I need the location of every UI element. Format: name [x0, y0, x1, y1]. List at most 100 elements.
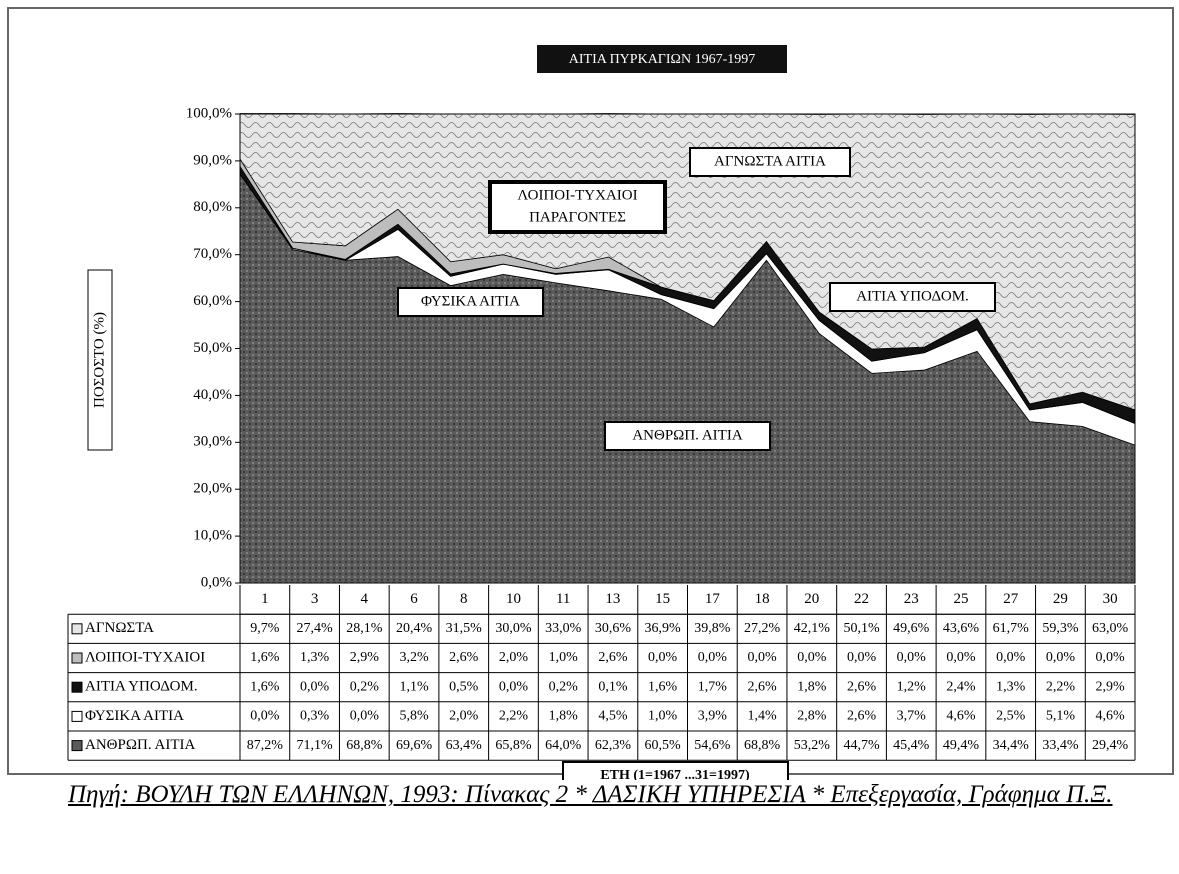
- table-value: 61,7%: [993, 621, 1030, 636]
- y-tick-label: 100,0%: [186, 105, 232, 121]
- table-value: 29,4%: [1092, 738, 1129, 753]
- table-value: 2,5%: [996, 709, 1026, 724]
- table-value: 42,1%: [794, 621, 831, 636]
- x-tick-label: 29: [1053, 591, 1068, 607]
- x-tick-label: 4: [361, 591, 369, 607]
- y-tick-label: 0,0%: [201, 574, 232, 590]
- table-value: 2,6%: [847, 709, 877, 724]
- y-tick-label: 40,0%: [193, 387, 232, 403]
- table-value: 20,4%: [396, 621, 433, 636]
- table-value: 0,0%: [698, 650, 728, 665]
- legend-label: ΛΟΙΠΟΙ-ΤΥΧΑΙΟΙ: [85, 649, 205, 665]
- table-value: 4,6%: [1096, 709, 1126, 724]
- table-value: 0,3%: [300, 709, 330, 724]
- table-value: 53,2%: [794, 738, 831, 753]
- annotation: ΛΟΙΠΟΙ-ΤΥΧΑΙΟΙ: [517, 187, 637, 203]
- legend-swatch: [71, 623, 83, 635]
- x-tick-label: 10: [506, 591, 521, 607]
- x-tick-label: 25: [953, 591, 968, 607]
- x-axis-label: ΕΤΗ (1=1967 ...31=1997): [600, 768, 750, 780]
- table-value: 63,4%: [446, 738, 483, 753]
- annotation: ΑΓΝΩΣΤΑ ΑΙΤΙΑ: [714, 153, 826, 169]
- table-value: 1,4%: [747, 709, 777, 724]
- table-value: 1,3%: [996, 679, 1026, 694]
- annotation-box: [689, 147, 851, 177]
- y-tick-label: 30,0%: [193, 434, 232, 450]
- x-tick-label: 15: [655, 591, 670, 607]
- x-tick-label: 8: [460, 591, 468, 607]
- table-value: 1,6%: [648, 679, 678, 694]
- table-value: 2,4%: [946, 679, 976, 694]
- table-value: 27,2%: [744, 621, 781, 636]
- table-value: 36,9%: [645, 621, 682, 636]
- table-value: 1,8%: [549, 709, 579, 724]
- table-value: 4,6%: [946, 709, 976, 724]
- table-value: 2,9%: [350, 650, 380, 665]
- table-value: 0,0%: [946, 650, 976, 665]
- table-value: 33,0%: [545, 621, 582, 636]
- source-note: Πηγή: ΒΟΥΛΗ ΤΩΝ ΕΛΛΗΝΩΝ, 1993: Πίνακας 2…: [68, 781, 1113, 808]
- area-texture: [240, 113, 1135, 410]
- table-value: 2,6%: [598, 650, 628, 665]
- table-value: 0,0%: [1046, 650, 1076, 665]
- table-value: 0,0%: [996, 650, 1026, 665]
- table-value: 30,0%: [495, 621, 532, 636]
- table-value: 2,6%: [747, 679, 777, 694]
- table-value: 2,0%: [449, 709, 479, 724]
- x-tick-label: 30: [1103, 591, 1118, 607]
- table-value: 2,8%: [797, 709, 827, 724]
- table-value: 2,6%: [449, 650, 479, 665]
- table-value: 0,5%: [449, 679, 479, 694]
- table-value: 60,5%: [645, 738, 682, 753]
- table-value: 49,6%: [893, 621, 930, 636]
- y-tick-label: 90,0%: [193, 152, 232, 168]
- table-value: 30,6%: [595, 621, 632, 636]
- chart: ΑΙΤΙΑ ΠΥΡΚΑΓΙΩΝ 1967-1997 ΠΟΣΟΣΤΟ (%) ΕΤ…: [7, 7, 1174, 791]
- legend-swatch: [71, 652, 83, 664]
- table-value: 4,5%: [598, 709, 628, 724]
- x-tick-label: 1: [261, 591, 269, 607]
- area-texture: [240, 174, 1135, 584]
- table-value: 0,0%: [897, 650, 927, 665]
- table-value: 45,4%: [893, 738, 930, 753]
- x-tick-label: 11: [556, 591, 570, 607]
- legend-swatch: [71, 681, 83, 693]
- table-value: 33,4%: [1042, 738, 1079, 753]
- y-tick-label: 50,0%: [193, 340, 232, 356]
- plot-border: [239, 113, 1136, 584]
- table-value: 3,2%: [399, 650, 429, 665]
- x-tick-label: 20: [804, 591, 819, 607]
- table-value: 1,8%: [797, 679, 827, 694]
- y-tick-label: 10,0%: [193, 528, 232, 544]
- table-value: 69,6%: [396, 738, 433, 753]
- table-value: 0,0%: [350, 709, 380, 724]
- table-value: 2,9%: [1096, 679, 1126, 694]
- y-axis-label: ΠΟΣΟΣΤΟ (%): [91, 312, 107, 408]
- table-value: 31,5%: [446, 621, 483, 636]
- x-tick-label: 13: [605, 591, 620, 607]
- table-value: 2,6%: [847, 679, 877, 694]
- table-value: 27,4%: [296, 621, 333, 636]
- title-box: [537, 45, 787, 73]
- y-tick-label: 60,0%: [193, 293, 232, 309]
- table-value: 62,3%: [595, 738, 632, 753]
- x-tick-label: 3: [311, 591, 319, 607]
- annotation-box: [829, 282, 996, 312]
- table-value: 0,2%: [549, 679, 579, 694]
- table-value: 5,8%: [399, 709, 429, 724]
- table-value: 0,0%: [747, 650, 777, 665]
- table-value: 0,0%: [1096, 650, 1126, 665]
- table-value: 59,3%: [1042, 621, 1079, 636]
- annotation: ΑΙΤΙΑ ΥΠΟΔΟΜ.: [856, 288, 969, 304]
- legend-label: ΑΓΝΩΣΤΑ: [85, 620, 154, 636]
- table-value: 44,7%: [843, 738, 880, 753]
- table-value: 3,9%: [698, 709, 728, 724]
- table-value: 1,6%: [250, 679, 280, 694]
- table-value: 28,1%: [346, 621, 383, 636]
- table-value: 0,0%: [250, 709, 280, 724]
- table-value: 39,8%: [694, 621, 731, 636]
- table-value: 65,8%: [495, 738, 532, 753]
- table-value: 54,6%: [694, 738, 731, 753]
- table-value: 0,0%: [300, 679, 330, 694]
